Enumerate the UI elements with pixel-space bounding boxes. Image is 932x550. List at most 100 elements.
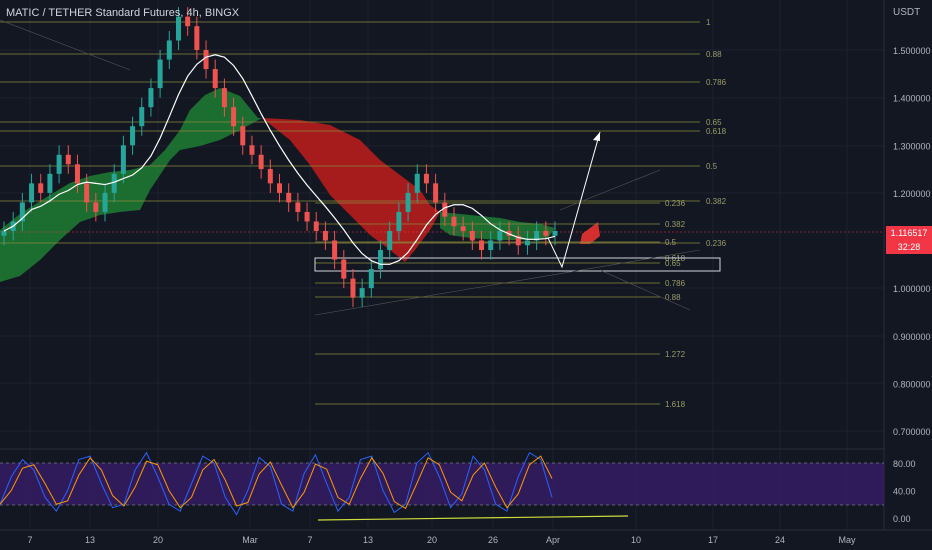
cloud-green-recent — [440, 212, 555, 240]
stoch-tick-label: 80.00 — [893, 459, 916, 469]
candle-body — [433, 183, 439, 203]
candle-body — [93, 202, 99, 212]
candle-body — [368, 269, 374, 289]
candle-body — [488, 240, 494, 251]
candle-body — [84, 183, 90, 203]
candle-body — [286, 192, 292, 203]
fib-label: 0.786 — [665, 279, 686, 288]
candle-body — [497, 230, 503, 241]
fib-label: 0.382 — [706, 197, 727, 206]
candle-body — [350, 278, 356, 298]
cloud-red-projection — [580, 222, 600, 244]
fib-label: 1.272 — [665, 350, 686, 359]
candle-body — [460, 226, 466, 231]
fib-label: 0.65 — [665, 259, 681, 268]
candle-body — [185, 16, 191, 27]
candle-body — [267, 169, 273, 184]
candlestick-series — [1, 7, 558, 308]
candle-body — [212, 69, 218, 89]
fib-label: 0.5 — [706, 162, 718, 171]
candle-body — [387, 230, 393, 251]
candle-body — [322, 230, 328, 241]
time-tick-label: Apr — [546, 535, 560, 545]
candle-body — [405, 192, 411, 212]
price-tick-label: 1.500000 — [893, 46, 931, 56]
moving-average-line — [3, 54, 556, 265]
time-tick-label: 7 — [307, 535, 312, 545]
fib-label: 0.5 — [665, 238, 677, 247]
candle-body — [166, 40, 172, 60]
candle-body — [175, 16, 181, 41]
candle-body — [102, 192, 108, 212]
candle-body — [524, 240, 530, 246]
time-tick-label: 7 — [27, 535, 32, 545]
candle-body — [479, 240, 485, 251]
time-tick-label: 26 — [488, 535, 498, 545]
time-tick-label: 13 — [363, 535, 373, 545]
fib-label: 1 — [706, 18, 711, 27]
price-tick-label: 0.800000 — [893, 379, 931, 389]
candle-body — [130, 126, 136, 146]
candle-body — [47, 173, 53, 193]
ma-line — [3, 54, 556, 265]
time-tick-label: 17 — [708, 535, 718, 545]
candle-body — [148, 88, 154, 108]
candle-body — [157, 59, 163, 89]
last-price-value: 1.116517 — [890, 228, 928, 238]
trend-line — [599, 269, 691, 311]
candle-body — [38, 183, 44, 193]
price-axis[interactable]: 1.500000 1.400000 1.300000 1.200000 1.000000… — [883, 0, 931, 530]
cloud-red — [262, 118, 440, 262]
candle-body — [56, 154, 62, 174]
candle-body — [442, 202, 448, 217]
projection-arrow — [547, 131, 601, 269]
price-tick-label: 1.400000 — [893, 94, 931, 104]
candle-body — [19, 202, 25, 222]
candle-body — [221, 88, 227, 108]
candle-body — [1, 230, 7, 236]
candle-body — [304, 211, 310, 222]
candle-body — [65, 154, 71, 165]
time-tick-label: Mar — [242, 535, 258, 545]
candle-body — [332, 240, 338, 260]
time-tick-label: 20 — [427, 535, 437, 545]
candle-body — [378, 250, 384, 270]
candle-body — [414, 173, 420, 193]
stoch-k-line — [0, 451, 553, 516]
fib-label: 0.88 — [706, 50, 722, 59]
candle-body — [515, 235, 521, 246]
fib-label: 0.65 — [706, 118, 722, 127]
projection-arrowhead — [593, 132, 600, 141]
candle-body — [139, 107, 145, 127]
candle-body — [111, 173, 117, 193]
candle-body — [313, 221, 319, 231]
trend-line — [314, 249, 701, 316]
time-tick-label: 20 — [153, 535, 163, 545]
candle-body — [258, 154, 264, 170]
candle-body — [120, 145, 126, 174]
time-axis[interactable]: 7 13 20 Mar 7 13 20 26 Apr 10 17 24 May — [0, 529, 932, 545]
fib-label: 0.236 — [665, 199, 686, 208]
stoch-tick-label: 40.00 — [893, 487, 916, 497]
chart-title: MATIC / TETHER Standard Futures, 4h, BIN… — [6, 7, 240, 19]
fib-label: 0.618 — [706, 127, 727, 136]
stoch-tick-label: 0.00 — [893, 514, 911, 524]
fib-label: 0.786 — [706, 78, 727, 87]
price-tick-label: 1.000000 — [893, 284, 931, 294]
fib-label: 0.236 — [706, 239, 727, 248]
candle-body — [203, 50, 209, 70]
candle-body — [29, 183, 35, 203]
candle-body — [295, 202, 301, 212]
candle-body — [469, 230, 475, 241]
ichimoku-cloud — [0, 88, 600, 282]
trend-line — [559, 169, 661, 211]
price-tick-label: 1.200000 — [893, 189, 931, 199]
support-zone-box — [314, 257, 721, 272]
candle-body — [543, 230, 549, 236]
candle-body — [240, 126, 246, 146]
candle-body — [359, 288, 365, 298]
projection-path — [547, 131, 601, 269]
fib-label: 0.382 — [665, 220, 686, 229]
candle-body — [534, 230, 540, 241]
